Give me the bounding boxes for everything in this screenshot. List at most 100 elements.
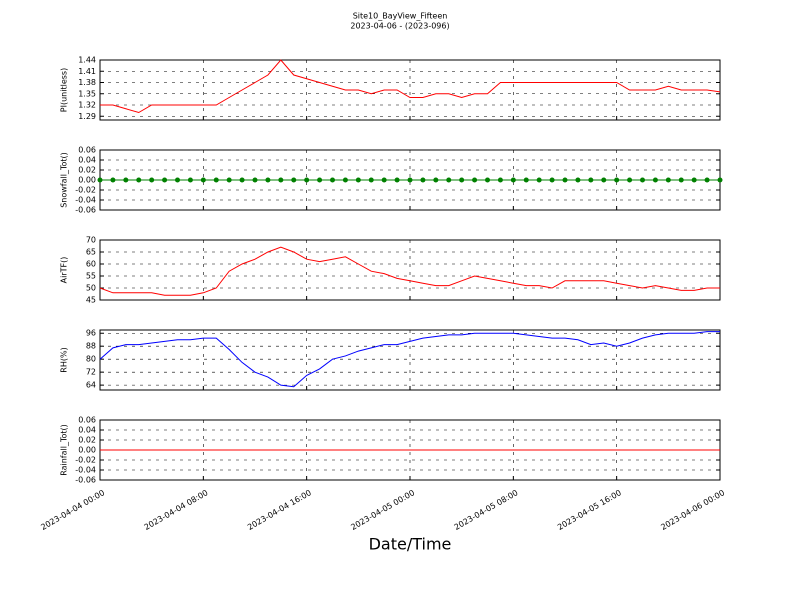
data-point [536, 177, 542, 183]
data-point [187, 177, 193, 183]
data-point [640, 177, 645, 183]
x-tick-label: 2023-04-06 00:00 [659, 488, 726, 532]
data-point [665, 177, 671, 183]
x-tick-label: 2023-04-05 16:00 [556, 488, 623, 532]
data-point [420, 177, 426, 183]
y-tick-label: 0.02 [78, 166, 96, 175]
y-tick-label: 1.41 [78, 67, 96, 76]
x-tick-label: 2023-04-04 16:00 [246, 488, 313, 532]
data-point [355, 177, 361, 183]
y-tick-label: 0.00 [78, 176, 96, 185]
data-point [497, 177, 503, 183]
y-tick-label: 64 [86, 381, 96, 390]
data-point [614, 177, 620, 183]
data-point [575, 177, 581, 183]
data-point [252, 177, 258, 183]
data-point [678, 177, 684, 183]
data-line [99, 246, 720, 296]
y-tick-label: 50 [86, 284, 96, 293]
data-point [368, 177, 374, 183]
y-tick-label: 0.06 [78, 416, 96, 425]
y-tick-label: -0.04 [75, 466, 96, 475]
y-tick-label: 1.38 [78, 78, 96, 87]
data-point [149, 177, 155, 183]
data-point [472, 177, 478, 183]
y-tick-label: -0.04 [75, 196, 96, 205]
y-tick-label: -0.06 [75, 476, 96, 485]
data-point [330, 177, 335, 183]
y-tick-label: 72 [86, 368, 96, 377]
data-point [485, 177, 490, 183]
data-point [200, 177, 206, 183]
y-tick-label: 65 [86, 248, 96, 257]
data-point [510, 177, 516, 183]
data-point [162, 177, 168, 183]
data-point [652, 177, 658, 183]
plot-frame [99, 329, 721, 391]
y-tick-label: 70 [86, 236, 96, 245]
y-tick-label: 0.06 [78, 146, 96, 155]
data-point [459, 177, 465, 183]
x-tick-label: 2023-04-04 00:00 [39, 488, 106, 532]
data-point [123, 177, 129, 183]
y-tick-label: 1.32 [78, 101, 96, 110]
plot-frame [99, 239, 721, 301]
data-point [110, 177, 116, 183]
y-tick-label: 80 [86, 355, 96, 364]
y-tick-label: 96 [86, 329, 96, 338]
data-point [265, 177, 271, 183]
data-line [100, 59, 721, 114]
y-tick-label: 45 [86, 296, 96, 305]
data-point [175, 177, 180, 183]
data-point [381, 177, 387, 183]
x-tick-label: 2023-04-05 08:00 [453, 488, 520, 532]
y-axis-label: Rainfall_Tot() [60, 424, 69, 476]
y-tick-label: -0.06 [75, 206, 96, 215]
data-point [588, 177, 594, 183]
data-point [97, 177, 103, 183]
data-point [717, 177, 723, 183]
data-point [342, 177, 348, 183]
data-line [99, 331, 720, 388]
y-tick-label: 1.29 [78, 112, 96, 121]
y-tick-label: 0.00 [78, 446, 96, 455]
y-tick-label: 55 [86, 272, 96, 281]
y-tick-label: -0.02 [75, 186, 96, 195]
chart-subtitle: 2023-04-06 - (2023-096) [350, 22, 449, 31]
x-tick-label: 2023-04-05 00:00 [349, 488, 416, 532]
data-point [601, 177, 607, 183]
plot-frame [99, 59, 721, 121]
data-point [317, 177, 323, 183]
data-point [291, 177, 297, 183]
data-point [407, 177, 413, 183]
data-point [627, 177, 633, 183]
x-tick-label: 2023-04-04 08:00 [143, 488, 210, 532]
data-point [446, 177, 452, 183]
data-point [239, 177, 245, 183]
y-tick-label: 1.35 [78, 89, 96, 98]
data-point [562, 177, 568, 183]
y-tick-label: -0.02 [75, 456, 96, 465]
y-axis-label: AirTF() [60, 257, 69, 284]
data-point [226, 177, 232, 183]
y-tick-label: 0.04 [78, 426, 96, 435]
y-axis-label: PI(unitless) [60, 68, 69, 112]
y-axis-label: Snowfall_Tot() [60, 152, 69, 208]
data-point [213, 177, 219, 183]
data-point [433, 177, 439, 183]
y-tick-label: 0.02 [78, 436, 96, 445]
x-axis-label: Date/Time [369, 535, 452, 554]
y-tick-label: 0.04 [78, 156, 96, 165]
data-point [304, 177, 310, 183]
y-tick-label: 1.44 [78, 56, 96, 65]
y-axis-label: RH(%) [60, 347, 69, 372]
data-point [136, 177, 142, 183]
y-tick-label: 60 [86, 260, 96, 269]
data-point [691, 177, 697, 183]
data-point [394, 177, 400, 183]
y-tick-label: 88 [86, 342, 96, 351]
data-point [704, 177, 710, 183]
data-point [278, 177, 284, 183]
chart-title: Site10_BayView_Fifteen [353, 12, 448, 21]
